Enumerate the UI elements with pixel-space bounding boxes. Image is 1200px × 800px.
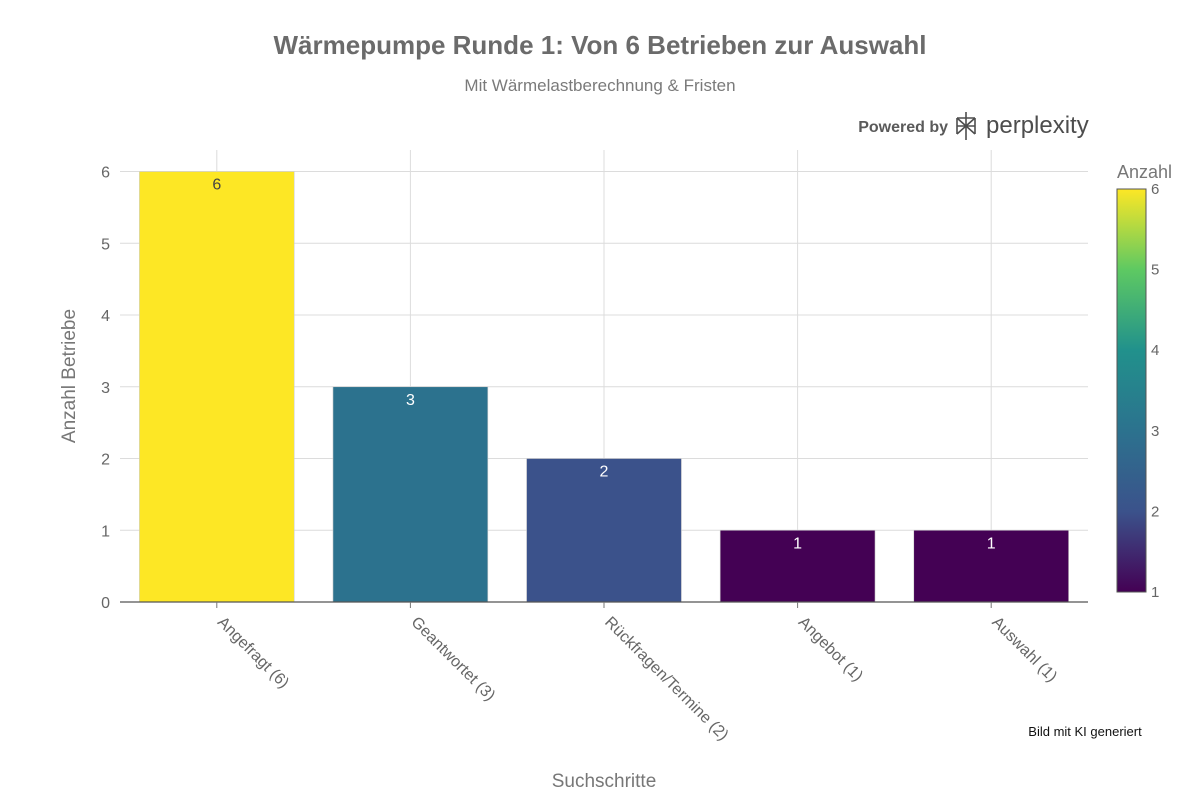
chart-title: Wärmepumpe Runde 1: Von 6 Betrieben zur … <box>274 30 927 60</box>
ai-generated-footnote: Bild mit KI generiert <box>1028 724 1142 739</box>
x-tick-label: Angebot (1) <box>795 614 866 685</box>
perplexity-logo-icon <box>956 112 976 140</box>
colorbar-tick-label: 4 <box>1151 342 1159 359</box>
bar-data-label: 6 <box>212 177 221 194</box>
bar-data-label: 1 <box>793 535 802 552</box>
x-tick-labels: Angefragt (6) Geantwortet (3) Rückfragen/T… <box>214 614 1060 744</box>
y-tick-label: 5 <box>101 236 110 253</box>
y-tick-label: 3 <box>101 380 110 397</box>
y-tick-label: 0 <box>101 595 110 612</box>
brand-name: perplexity <box>986 112 1089 139</box>
bars: 6 3 2 1 1 <box>120 171 1088 608</box>
y-tick-labels: 0 1 2 3 4 5 6 <box>101 165 110 612</box>
powered-by-branding: Powered by perplexity <box>858 112 1089 140</box>
y-tick-label: 2 <box>101 452 110 469</box>
colorbar-tick-label: 1 <box>1151 584 1159 601</box>
bar <box>139 171 295 603</box>
x-tick-label: Rückfragen/Termine (2) <box>601 614 731 744</box>
bar-data-label: 3 <box>406 392 415 409</box>
colorbar-ticks: 1 2 3 4 5 6 <box>1151 181 1159 601</box>
colorbar-tick-label: 3 <box>1151 423 1159 440</box>
colorbar-title: Anzahl <box>1117 162 1172 182</box>
colorbar-tick-label: 5 <box>1151 262 1159 279</box>
x-axis-title: Suchschritte <box>552 771 657 792</box>
powered-by-label: Powered by <box>858 119 948 136</box>
x-tick-label: Angefragt (6) <box>214 614 292 692</box>
bar <box>719 529 876 603</box>
bar-data-label: 1 <box>987 535 996 552</box>
x-tick-label: Auswahl (1) <box>988 614 1060 686</box>
colorbar-tick-label: 2 <box>1151 503 1159 520</box>
y-axis-title: Anzahl Betriebe <box>59 309 80 443</box>
x-tick-label: Geantwortet (3) <box>408 614 499 705</box>
colorbar: Anzahl 1 2 3 4 5 6 <box>1116 162 1172 601</box>
colorbar-tick-label: 6 <box>1151 181 1159 198</box>
y-tick-label: 6 <box>101 165 110 182</box>
y-tick-label: 4 <box>101 308 110 325</box>
bar-data-label: 2 <box>600 464 609 481</box>
bar <box>332 386 489 603</box>
chart-subtitle: Mit Wärmelastberechnung & Fristen <box>464 76 735 95</box>
bar <box>526 458 682 603</box>
y-tick-label: 1 <box>101 523 110 540</box>
colorbar-gradient <box>1116 188 1147 593</box>
